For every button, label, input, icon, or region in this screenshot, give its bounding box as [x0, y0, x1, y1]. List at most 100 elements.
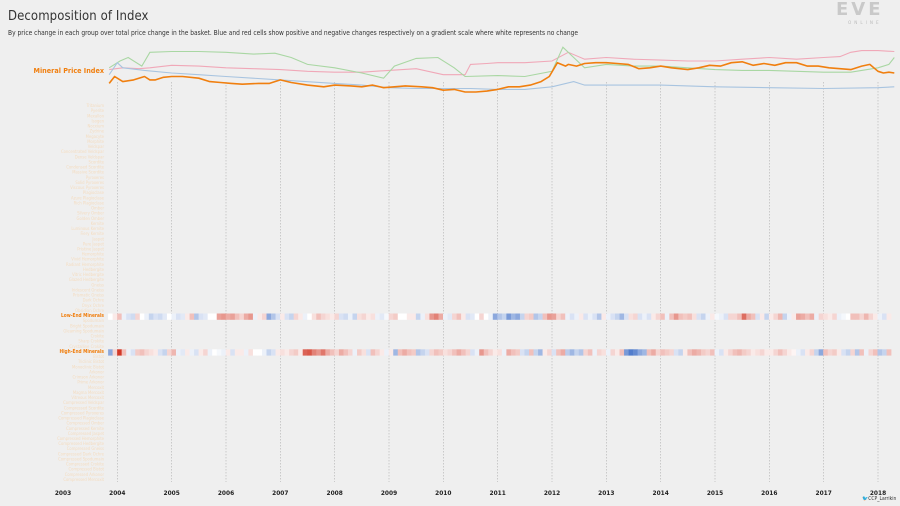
eve-online-logo: EVE ONLINE: [836, 0, 900, 30]
heatmap-cell: [452, 313, 457, 320]
heatmap-cell: [117, 313, 122, 320]
heatmap-cell: [157, 313, 163, 320]
heatmap-cell: [271, 349, 276, 356]
heatmap-cell: [221, 349, 227, 356]
heatmap-cell: [144, 313, 150, 320]
heatmap-cell: [773, 349, 779, 356]
heatmap-cell: [198, 313, 204, 320]
row-label-pyerite: Pyerite: [91, 108, 105, 113]
row-label-kernite: Kernite: [91, 221, 105, 226]
heatmap-cell: [429, 349, 435, 356]
heatmap-cell: [628, 313, 634, 320]
heatmap-cell: [872, 349, 878, 356]
heatmap-cell: [587, 349, 593, 356]
heatmap-cell: [108, 349, 113, 356]
heatmap-cell: [311, 349, 317, 356]
row-label-gneiss: Gneiss: [91, 282, 104, 287]
heatmap-cell: [393, 349, 399, 356]
heatmap-cell: [438, 313, 444, 320]
heatmap-cell: [768, 313, 774, 320]
row-label-magma-mercoxit: Magma Mercoxit: [73, 390, 105, 395]
heatmap-cell: [492, 349, 498, 356]
heatmap-cell: [361, 313, 367, 320]
heatmap-cell: [384, 313, 390, 320]
heatmap-cell: [547, 349, 552, 356]
heatmap-cell: [352, 349, 358, 356]
heatmap-cell: [397, 313, 403, 320]
heatmap-cell: [768, 349, 774, 356]
x-tick-label: 2011: [490, 489, 506, 497]
heatmap-cell: [646, 349, 652, 356]
row-label-arkonor: Arkonor: [89, 369, 104, 374]
heatmap-cell: [280, 349, 285, 356]
row-label-monoclinic-bistot: Monoclinic Bistot: [72, 364, 104, 369]
heatmap-cell: [655, 349, 661, 356]
heatmap-cell: [289, 313, 294, 320]
heatmap-cell: [293, 349, 299, 356]
heatmap-cell: [338, 313, 344, 320]
heatmap-cell: [863, 349, 869, 356]
year-gridlines: [117, 82, 879, 482]
row-label-nocxium: Nocxium: [87, 124, 104, 129]
heatmap-cell: [325, 313, 331, 320]
heatmap-cell: [239, 349, 245, 356]
heatmap-cell: [723, 349, 729, 356]
row-label-compressed-bistot: Compressed Bistot: [69, 467, 105, 472]
heatmap-cell: [443, 313, 448, 320]
heatmap-cell: [162, 313, 168, 320]
row-label-obsidian-ochre: Obsidian Ochre: [75, 308, 105, 313]
heatmap-cell: [126, 349, 132, 356]
heatmap-cell: [280, 313, 285, 320]
heatmap-cell: [148, 313, 154, 320]
heatmap-cell: [302, 349, 308, 356]
heatmap-cell: [569, 349, 575, 356]
heatmap-cell: [515, 349, 521, 356]
heatmap-cell: [750, 313, 756, 320]
row-label-vitreous-mercoxit: Vitreous Mercoxit: [71, 395, 104, 400]
heatmap-cell: [854, 349, 860, 356]
heatmap-cell: [796, 313, 801, 320]
heatmap-cell: [126, 313, 132, 320]
heatmap-cell: [741, 349, 747, 356]
heatmap-cell: [465, 349, 471, 356]
row-label-compressed-mercoxit: Compressed Mercoxit: [63, 477, 104, 482]
heatmap-cell: [868, 349, 874, 356]
heatmap-cell: [882, 349, 887, 356]
heatmap-cell: [859, 349, 865, 356]
heatmap-cell: [587, 313, 593, 320]
index-series-label: Mineral Price Index: [34, 66, 105, 75]
row-label-compressed-kernite: Compressed Kernite: [66, 426, 105, 431]
credit[interactable]: 🐦CCP_Larrikin: [862, 496, 896, 502]
heatmap-cell: [212, 349, 218, 356]
heatmap-cell: [452, 349, 457, 356]
heatmap-cell: [166, 313, 172, 320]
heatmap-cell: [728, 313, 733, 320]
heatmap-cell: [357, 313, 362, 320]
heatmap-cell: [157, 349, 163, 356]
heatmap-cell: [171, 349, 177, 356]
heatmap-cell: [714, 313, 720, 320]
heatmap-cell: [710, 313, 715, 320]
heatmap-cell: [316, 313, 322, 320]
row-label-vitric-hedbergite: Vitric Hedbergite: [72, 272, 105, 277]
heatmap-cell: [633, 313, 638, 320]
heatmap-cell: [533, 349, 539, 356]
heatmap-cell: [759, 349, 765, 356]
x-tick-label: 2017: [816, 489, 832, 497]
heatmap-cell: [271, 313, 276, 320]
heatmap-cell: [519, 313, 525, 320]
heatmap-cell: [551, 313, 557, 320]
heatmap-cell: [601, 313, 607, 320]
row-label-concentrated-veldspar: Concentrated Veldspar: [61, 149, 104, 154]
heatmap-cell: [203, 349, 208, 356]
heatmap-cell: [497, 349, 503, 356]
row-label-plagioclase: Plagioclase: [83, 190, 105, 195]
row-label-viscous-pyroxeres: Viscous Pyroxeres: [70, 185, 104, 190]
heatmap-cell: [492, 313, 498, 320]
heatmap-cell: [185, 313, 190, 320]
heatmap-cell: [556, 349, 561, 356]
heatmap-cell: [791, 349, 797, 356]
heatmap-cell: [221, 313, 227, 320]
heatmap-cell: [357, 349, 362, 356]
